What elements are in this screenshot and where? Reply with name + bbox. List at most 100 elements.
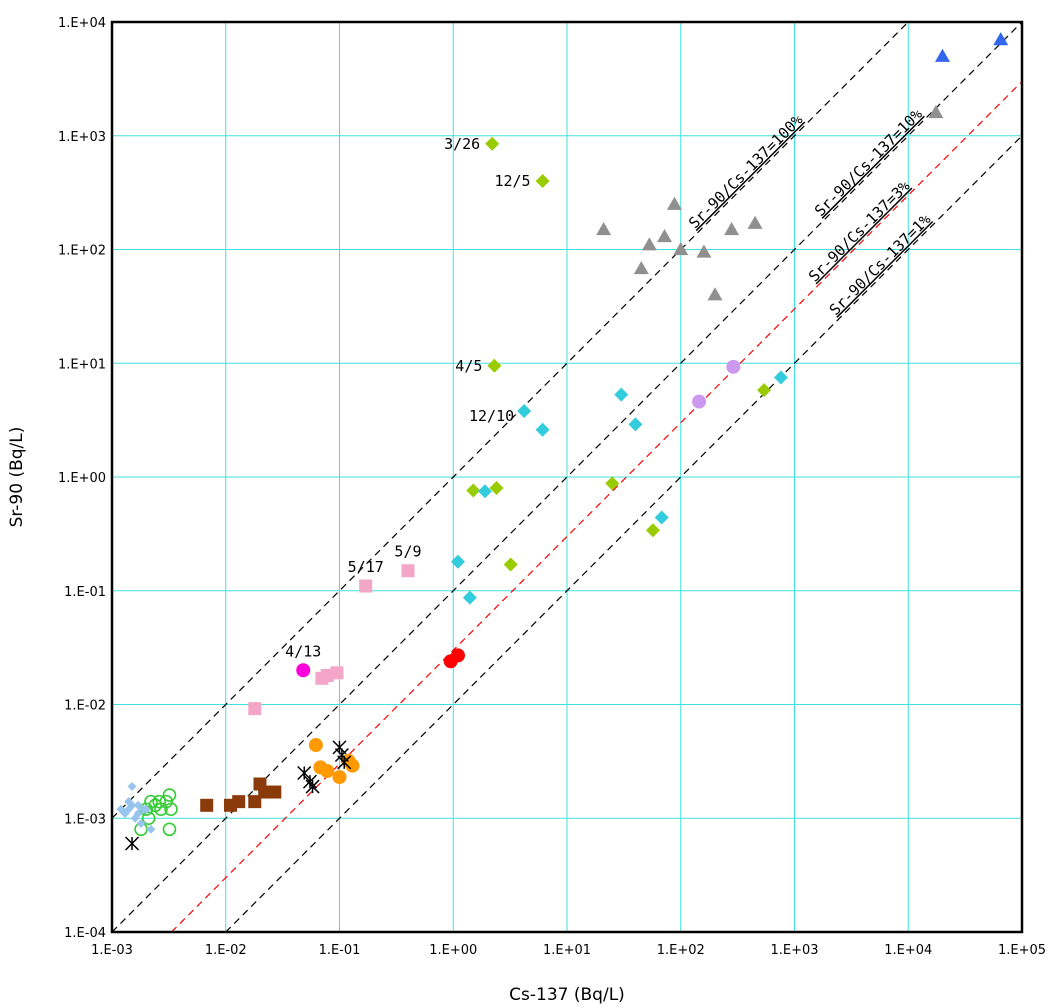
data-point-diamond [654,510,669,525]
x-axis-label: Cs-137 (Bq/L) [509,985,625,1005]
data-point-diamond [133,809,143,819]
x-tick-label: 1.E+00 [429,943,477,958]
ratio-line-label: Sr-90/Cs-137=3% [805,177,914,286]
data-point-square [200,798,214,812]
data-point-triangle [666,196,682,210]
x-tick-label: 1.E+03 [770,943,818,958]
data-point-diamond [489,481,504,496]
data-point-diamond [614,387,629,402]
data-point-diamond [503,557,518,572]
data-point-triangle [696,244,712,258]
ratio-line [111,21,1023,933]
data-point-diamond [773,370,788,385]
data-point-triangle [993,32,1009,46]
data-point-diamond [487,358,502,373]
data-point-triangle [641,237,657,251]
data-point-circle [308,738,323,753]
y-tick-label: 1.E-02 [64,699,106,714]
x-tick-label: 1.E+01 [543,943,591,958]
data-point-star [302,774,317,789]
x-tick-label: 1.E+04 [884,943,932,958]
point-annotation: 12/10 [469,407,514,425]
point-annotation: 5/9 [394,543,421,561]
data-point-circle [345,758,360,773]
data-point-diamond [757,383,772,398]
data-point-diamond [462,590,477,605]
x-tick-label: 1.E-01 [319,943,361,958]
data-point-diamond [466,483,481,498]
data-point-triangle [633,261,649,275]
y-tick-label: 1.E+03 [58,130,106,145]
data-point-diamond [535,174,550,189]
data-point-diamond [141,804,151,814]
x-tick-label: 1.E+02 [657,943,705,958]
data-point-diamond [450,554,465,569]
data-point-open-circle [162,788,177,802]
ratio-lines [111,21,1023,933]
data-point-square [359,579,373,593]
ratio-line [111,21,909,819]
data-point-open-circle [164,802,178,817]
data-point-circle [296,663,311,678]
data-point-diamond [127,782,137,792]
data-point-circle [726,359,741,374]
x-tick-label: 1.E-03 [91,943,133,958]
data-point-diamond [146,824,156,834]
data-point-square [248,702,262,716]
point-annotation: 4/5 [455,357,482,375]
data-point-circle [692,394,707,409]
data-point-triangle [928,105,944,119]
data-point-circle [332,770,347,785]
x-tick-label: 1.E-02 [205,943,247,958]
y-tick-label: 1.E-01 [64,585,106,600]
y-tick-labels: 1.E-04 1.E-03 1.E-02 1.E-01 1.E+00 1.E+01 1.E+… [58,16,106,941]
y-tick-label: 1.E+00 [58,471,106,486]
y-tick-label: 1.E+01 [58,357,106,372]
data-point-diamond [517,404,532,419]
data-point-triangle [747,215,763,229]
data-point-diamond [133,800,143,810]
data-point-diamond [628,417,643,432]
plot-frame [110,20,1024,934]
ratio-labels: Sr-90/Cs-137=100% Sr-90/Cs-137=10%Sr-90/C… [685,105,934,319]
data-point-star [297,765,312,781]
data-point-diamond [477,484,492,499]
data-point-diamond [645,523,660,538]
x-tick-label: 1.E+05 [998,943,1046,958]
data-point-square [258,785,272,799]
data-point-triangle [724,221,740,236]
data-point-diamond [124,797,134,807]
y-tick-label: 1.E-03 [64,812,106,827]
data-point-open-circle [141,811,156,826]
data-point-open-circle [159,794,174,809]
ratio-line [225,135,1023,933]
ratio-line-label: Sr-90/Cs-137=100% [685,111,806,232]
point-annotation: 5/17 [348,558,384,576]
data-point-open-circle [162,822,177,837]
data-points [116,32,1009,851]
data-point-diamond [535,422,550,437]
data-point-square [248,795,262,809]
ratio-line-label: Sr-90/Cs-137=1% [826,210,935,319]
data-point-square [330,666,344,680]
ratio-line [171,81,1023,933]
data-point-square [268,785,282,799]
x-tick-labels: 1.E-03 1.E-02 1.E-01 1.E+00 1.E+01 1.E+02 1.E+… [91,943,1046,958]
data-point-triangle [657,229,673,243]
y-tick-label: 1.E+04 [58,16,106,31]
data-point-triangle [707,287,723,301]
data-point-star [337,755,352,770]
y-tick-label: 1.E-04 [64,926,106,941]
data-point-triangle [596,221,612,236]
point-annotation: 12/5 [494,172,530,190]
data-point-star [305,779,320,794]
y-tick-label: 1.E+02 [58,244,106,259]
data-point-circle [320,764,335,779]
data-point-open-circle [152,794,167,809]
point-annotation: 3/26 [444,135,480,153]
data-point-triangle [673,242,689,256]
data-point-circle [450,648,465,663]
data-point-diamond [136,818,146,828]
point-annotations: 3/26 12/5 4/5 12/10 5/9 5/17 4/13 [285,135,530,660]
